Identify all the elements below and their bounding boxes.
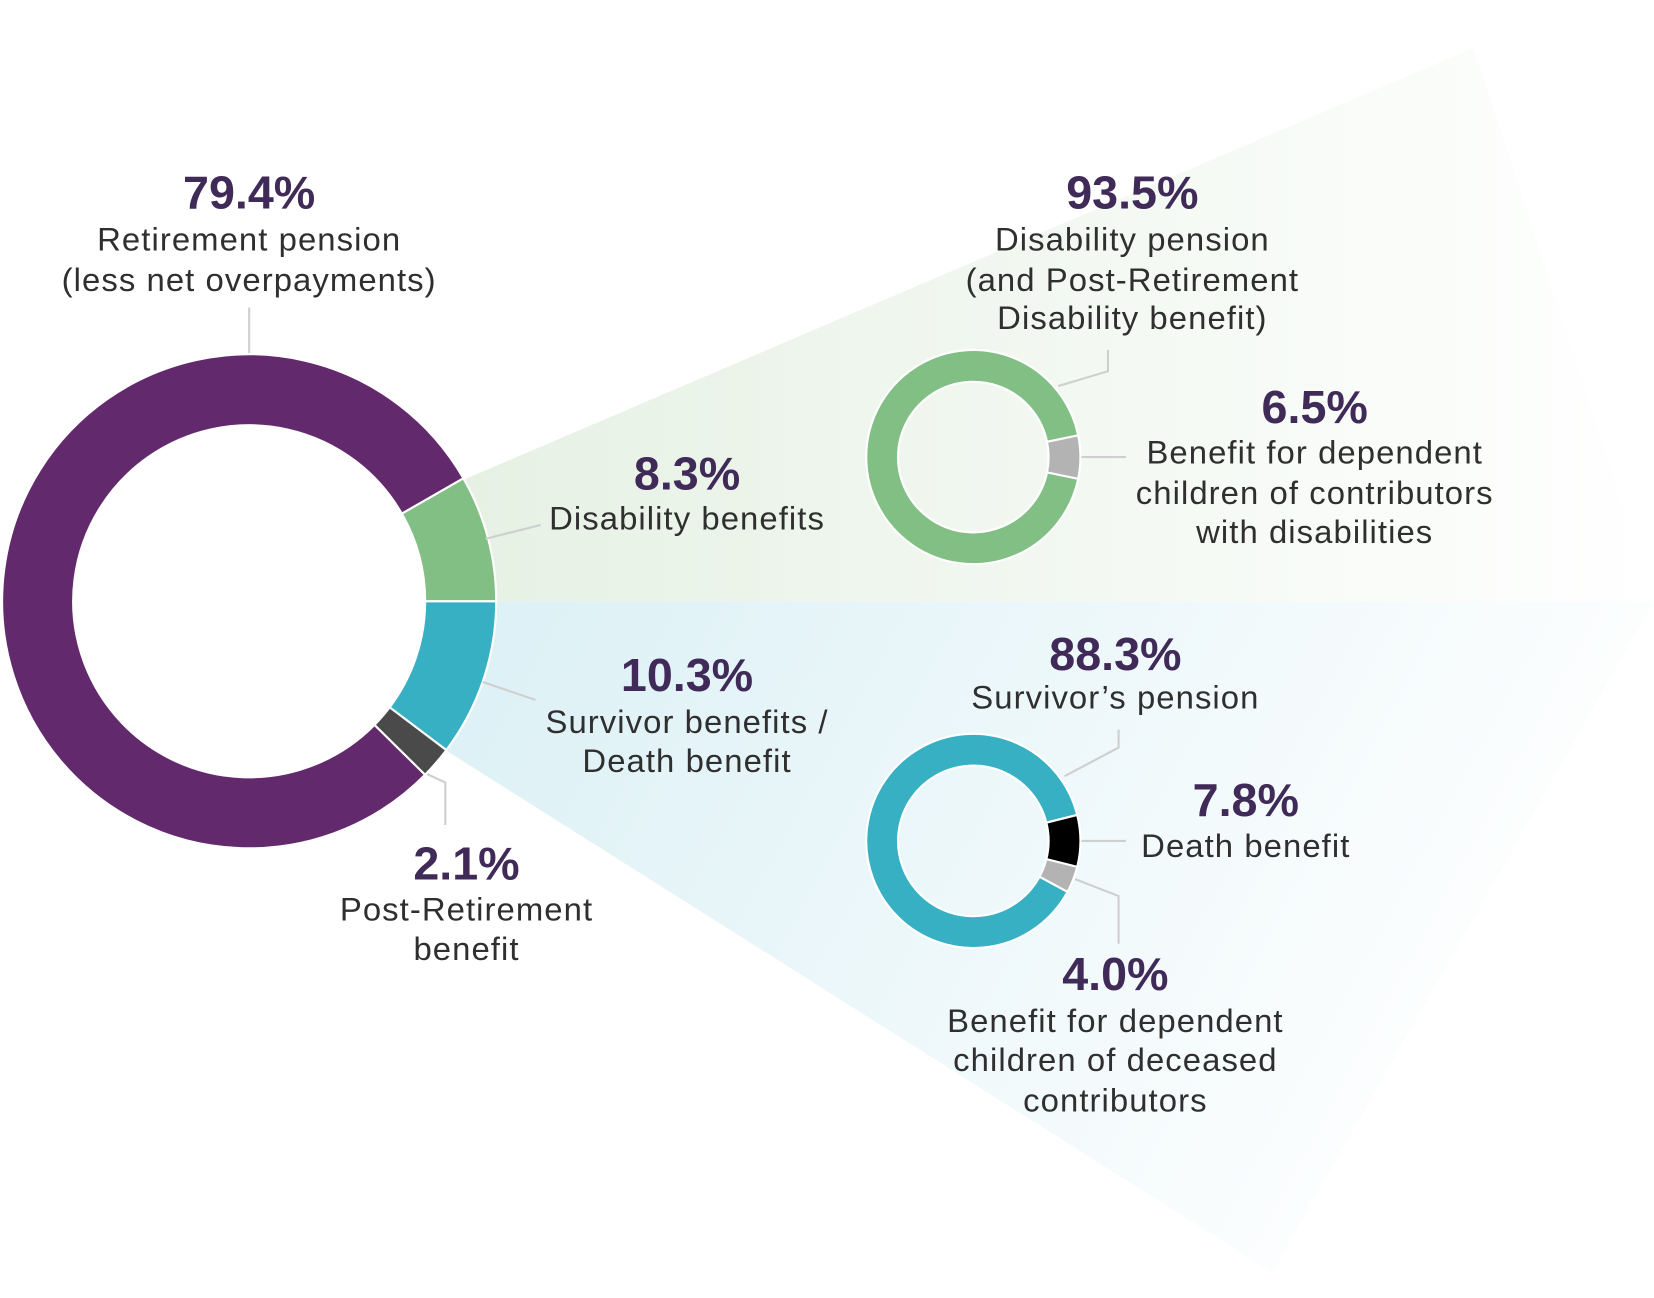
slice-label: Death benefit <box>582 742 791 779</box>
leader-line <box>426 773 447 826</box>
donut-slice <box>865 348 1080 566</box>
slice-label: children of deceased <box>953 1041 1277 1078</box>
leader-line <box>1074 878 1120 944</box>
leader-line <box>485 523 541 540</box>
value-label: 10.3% <box>621 649 753 701</box>
slice-label: contributors <box>1023 1081 1207 1118</box>
value-label: 88.3% <box>1049 628 1181 680</box>
slice-label: Retirement pension <box>97 221 401 258</box>
value-label: 2.1% <box>413 838 519 890</box>
leader-line <box>1064 729 1120 778</box>
leader-line <box>1057 350 1110 388</box>
slice-label: with disabilities <box>1195 513 1433 550</box>
slice-label: benefit <box>413 930 519 967</box>
donut-slice <box>1038 857 1079 894</box>
value-label: 6.5% <box>1262 381 1368 433</box>
donut-slice <box>865 732 1079 949</box>
slice-label: (and Post-Retirement <box>966 261 1299 298</box>
donut-slice <box>1045 813 1082 869</box>
value-label: 7.8% <box>1193 774 1299 826</box>
slice-label: Disability benefit) <box>997 299 1267 336</box>
slice-label: Benefit for dependent <box>947 1002 1284 1039</box>
value-label: 4.0% <box>1062 948 1168 1000</box>
slice-label: Benefit for dependent <box>1146 434 1483 471</box>
value-label: 8.3% <box>634 448 740 500</box>
slice-label: (less net overpayments) <box>62 261 437 298</box>
slice-label: Disability pension <box>995 221 1270 258</box>
donut-slice <box>1 353 465 850</box>
zoom-fan <box>464 47 1654 602</box>
slice-label: Post-Retirement <box>340 891 593 928</box>
slice-label: Survivor benefits / <box>545 703 828 740</box>
value-label: 79.4% <box>183 167 315 219</box>
slice-label: Death benefit <box>1141 827 1350 864</box>
value-label: 93.5% <box>1066 167 1198 219</box>
donut-slice <box>372 705 448 777</box>
leader-line <box>482 680 536 701</box>
slice-label: Survivor’s pension <box>971 679 1259 716</box>
slice-label: children of contributors <box>1136 474 1494 511</box>
donut-slice <box>1045 434 1082 481</box>
slice-label: Disability benefits <box>549 499 825 536</box>
zoom-fan <box>443 601 1654 1273</box>
